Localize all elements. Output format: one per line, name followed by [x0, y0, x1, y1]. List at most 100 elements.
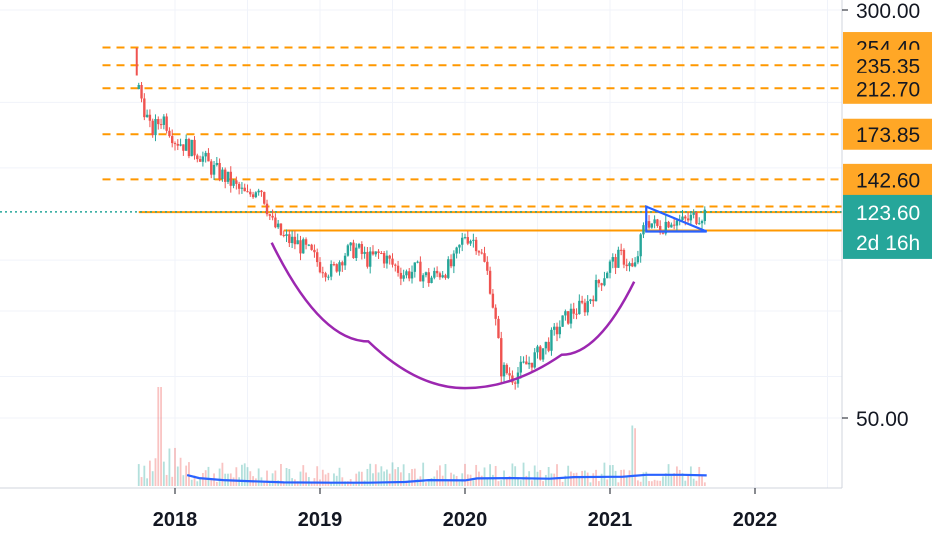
volume-bar: [489, 464, 491, 486]
candle-body: [413, 262, 417, 272]
price-badge-label: 173.85: [856, 124, 920, 147]
candle-body: [421, 275, 425, 282]
candle-body: [310, 244, 313, 250]
volume-bar: [439, 465, 441, 486]
candle-body: [157, 119, 160, 125]
x-tick-label: 2019: [298, 509, 343, 531]
y-axis-ticks: 300.00 50.00: [842, 0, 920, 431]
candle-body: [642, 225, 645, 235]
volume-bar: [302, 465, 305, 486]
candle-body: [293, 236, 297, 245]
candle-body: [600, 283, 603, 286]
candle-body: [594, 280, 598, 302]
axes: [0, 0, 843, 489]
candle-body: [424, 272, 428, 276]
candle-body: [196, 155, 199, 160]
candle-body: [282, 234, 285, 236]
candle-body: [539, 346, 542, 360]
volume-bar: [249, 471, 252, 486]
candle-body: [698, 223, 701, 225]
candle-body: [628, 263, 631, 267]
volume-bar: [433, 476, 436, 486]
candle-body: [438, 273, 442, 278]
volume-bar: [305, 472, 307, 486]
volume-bar: [458, 481, 461, 486]
volume-bar: [603, 462, 606, 486]
candle-body: [249, 191, 252, 195]
volume-bar: [606, 479, 609, 486]
volume-bar: [500, 480, 503, 486]
volume-bar: [645, 471, 648, 486]
x-tick-label: 2018: [153, 509, 198, 531]
last-price-label: 123.60: [856, 202, 920, 225]
candle-body: [341, 262, 344, 266]
candle-body: [578, 300, 581, 315]
volume-bar: [447, 481, 450, 486]
candle-body: [290, 236, 294, 244]
candle-body: [260, 190, 263, 193]
candle-body: [396, 265, 400, 273]
price-badge-label: 142.60: [856, 169, 920, 192]
candle-body: [335, 264, 338, 272]
candle-body: [452, 253, 456, 267]
volume-bar: [157, 387, 160, 486]
candle-body: [692, 212, 695, 215]
volume-bar: [611, 465, 614, 486]
candle-body: [502, 364, 506, 377]
candle-body: [276, 223, 280, 228]
candle-body: [251, 194, 255, 198]
volume-bar: [511, 463, 514, 486]
countdown-label: 2d 16h: [856, 232, 920, 255]
candle-body: [212, 164, 216, 175]
candle-body: [603, 278, 606, 286]
candle-body: [449, 259, 453, 267]
candle-body: [223, 169, 227, 182]
volume-bar: [190, 479, 193, 486]
volume-bar: [567, 465, 570, 486]
candle-body: [647, 221, 651, 228]
candle-body: [377, 251, 380, 254]
volume-bar: [581, 470, 584, 486]
candle-body: [530, 362, 534, 368]
x-tick-label: 2022: [733, 509, 778, 531]
candle-body: [486, 261, 489, 271]
volume-bar: [162, 461, 165, 486]
candle-body: [575, 313, 578, 315]
volume-bar: [542, 481, 544, 486]
volume-bar: [531, 480, 533, 486]
candle-body: [664, 221, 667, 234]
candle-body: [363, 251, 366, 254]
candle-body: [466, 237, 469, 244]
volume-bar: [151, 471, 154, 486]
candle-body: [168, 130, 171, 137]
volume-bar: [310, 481, 313, 486]
candle-body: [656, 219, 659, 226]
candle-body: [639, 234, 642, 257]
candle-body: [592, 299, 595, 302]
volume-bar: [321, 469, 324, 486]
candle-body: [257, 190, 260, 193]
volume-bar: [558, 477, 561, 486]
candle-body: [541, 348, 545, 360]
candle-body: [265, 203, 269, 215]
candle-body: [569, 308, 573, 324]
candle-body: [583, 302, 587, 313]
candle-body: [477, 251, 481, 253]
price-badge-label: 235.35: [856, 55, 920, 78]
candle-body: [533, 352, 536, 368]
candle-body: [572, 308, 575, 314]
candle-body: [268, 214, 272, 216]
candle-body: [243, 187, 246, 192]
candle-body: [176, 143, 179, 146]
volume-bar: [689, 466, 692, 486]
candle-body: [190, 139, 193, 157]
volume-bar: [193, 475, 196, 486]
volume-bar: [572, 473, 575, 486]
candle-body: [670, 224, 673, 228]
x-tick-label: 2021: [588, 509, 633, 531]
candle-body: [385, 255, 389, 264]
volume-bar: [564, 475, 567, 486]
volume-bar: [168, 448, 171, 486]
candle-body: [218, 162, 221, 180]
